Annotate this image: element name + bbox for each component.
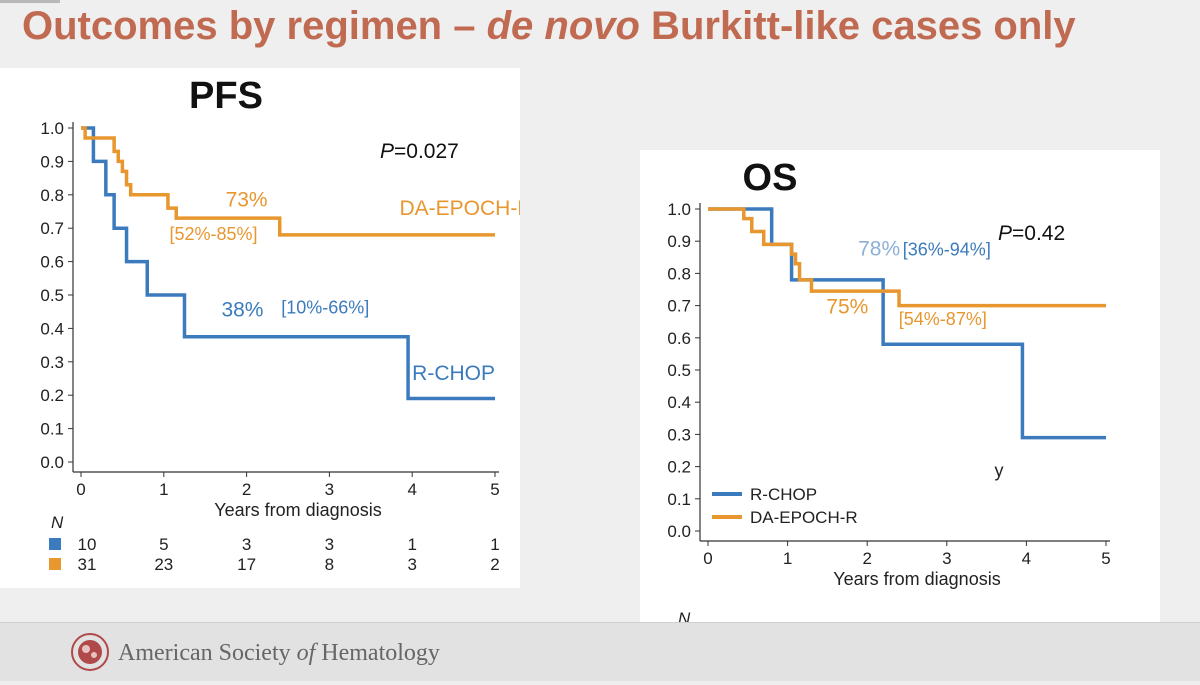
pfs-risk-value: 17 — [237, 555, 256, 574]
pfs-risk-value: 3 — [325, 535, 334, 554]
pfs-x-tick-label: 5 — [490, 480, 499, 499]
pfs-x-tick-label: 0 — [76, 480, 85, 499]
title-part-1: Outcomes by regimen – — [22, 4, 487, 48]
pfs-risk-value: 10 — [78, 535, 97, 554]
pfs-y-tick-label: 0.3 — [40, 353, 64, 372]
pfs-y-tick-label: 0.9 — [40, 152, 64, 171]
os-x-tick-label: 0 — [703, 549, 712, 568]
pfs-x-tick-label: 4 — [407, 480, 416, 499]
pfs-risk-value: 8 — [325, 555, 334, 574]
os-x-tick-label: 2 — [862, 549, 871, 568]
os-y-tick-label: 0.0 — [667, 522, 691, 541]
pfs-y-tick-label: 0.7 — [40, 219, 64, 238]
pfs-annotation: 73% — [226, 188, 268, 211]
os-y-tick-label: 0.7 — [667, 297, 691, 316]
pfs-y-tick-label: 1.0 — [40, 119, 64, 138]
pfs-y-tick-label: 0.2 — [40, 386, 64, 405]
org-part-2: Hematology — [315, 640, 440, 666]
pfs-annotation: 38% — [221, 299, 263, 322]
footer-bar — [0, 622, 1200, 681]
pfs-y-tick-label: 0.0 — [40, 453, 64, 472]
pfs-risk-value: 23 — [154, 555, 173, 574]
pfs-y-tick-label: 0.4 — [40, 319, 64, 338]
pfs-title: PFS — [189, 75, 263, 117]
os-y-tick-label: 0.6 — [667, 329, 691, 348]
os-annotation: 75% — [826, 296, 868, 319]
os-annotation: 78% — [858, 238, 900, 261]
pfs-risk-value: 1 — [407, 535, 416, 554]
pfs-risk-value: 2 — [490, 555, 499, 574]
os-y-tick-label: 0.3 — [667, 425, 691, 444]
pfs-y-tick-label: 0.5 — [40, 286, 64, 305]
os-series-epoch-line — [708, 207, 1106, 308]
os-x-tick-label: 3 — [942, 549, 951, 568]
os-y-tick-label: 0.5 — [667, 361, 691, 380]
os-y-tick-label: 0.9 — [667, 232, 691, 251]
pfs-risk-value: 3 — [407, 555, 416, 574]
pfs-y-tick-label: 0.1 — [40, 420, 64, 439]
title-part-3: Burkitt-like cases only — [639, 4, 1076, 48]
ash-logo-icon — [71, 633, 109, 671]
os-annotation: [36%-94%] — [903, 240, 991, 260]
os-stray-mark: y — [995, 460, 1004, 480]
pfs-y-tick-label: 0.6 — [40, 253, 64, 272]
pfs-p-value: P=0.027 — [380, 140, 459, 163]
title-italic: de novo — [486, 4, 640, 48]
pfs-y-tick-label: 0.8 — [40, 186, 64, 205]
org-part-1: American Society — [118, 640, 297, 666]
pfs-x-tick-label: 3 — [325, 480, 334, 499]
os-y-tick-label: 0.1 — [667, 490, 691, 509]
os-p-value: P=0.42 — [998, 222, 1065, 245]
pfs-risk-value: 5 — [159, 535, 168, 554]
os-y-tick-label: 0.2 — [667, 458, 691, 477]
os-series-rchop-line — [708, 207, 1106, 440]
pfs-annotation: [52%-85%] — [169, 224, 257, 244]
pfs-annotation: DA-EPOCH-R — [400, 197, 520, 220]
pfs-risk-value: 1 — [490, 535, 499, 554]
pfs-series-rchop-line — [81, 126, 495, 401]
pfs-risk-header: N — [51, 513, 64, 532]
org-italic: of — [296, 640, 316, 666]
pfs-risk-row-swatch — [49, 538, 61, 550]
pfs-x-tick-label: 2 — [242, 480, 251, 499]
slide-title: Outcomes by regimen – de novo Burkitt-li… — [22, 4, 1192, 49]
os-x-tick-label: 5 — [1101, 549, 1110, 568]
os-title: OS — [743, 157, 798, 199]
os-x-tick-label: 1 — [783, 549, 792, 568]
footer-org-name: American Society of Hematology — [118, 640, 440, 667]
pfs-risk-value: 31 — [78, 555, 97, 574]
os-y-tick-label: 0.8 — [667, 264, 691, 283]
os-y-tick-label: 1.0 — [667, 200, 691, 219]
os-y-tick-label: 0.4 — [667, 393, 691, 412]
pfs-risk-value: 3 — [242, 535, 251, 554]
os-annotation: [54%-87%] — [899, 309, 987, 329]
os-panel: OS 0.0 0.1 0.2 0.3 0.4 0.5 0.6 0.7 0.8 0.9 1.0 0 1 2 3 4… — [640, 150, 1160, 680]
pfs-annotation: [10%-66%] — [281, 297, 369, 317]
pfs-x-tick-label: 1 — [159, 480, 168, 499]
pfs-panel: PFS 0.0 0.1 0.2 0.3 0.4 0.5 0.6 0.7 0.8 0.9 1.0 0 1 2 3… — [0, 68, 533, 588]
os-chart: OS 0.0 0.1 0.2 0.3 0.4 0.5 0.6 0.7 0.8 0.9 1.0 0 1 2 3 4… — [667, 157, 1110, 670]
top-accent-bar — [0, 0, 60, 3]
os-legend-label: R-CHOP — [750, 485, 817, 504]
pfs-series-epoch-line — [81, 126, 495, 237]
os-x-axis-label: Years from diagnosis — [833, 569, 1000, 589]
os-legend-label: DA-EPOCH-R — [750, 508, 858, 527]
os-x-tick-label: 4 — [1022, 549, 1031, 568]
pfs-risk-row-swatch — [49, 558, 61, 570]
pfs-x-axis-label: Years from diagnosis — [214, 500, 381, 520]
pfs-annotation: R-CHOP — [412, 362, 495, 385]
